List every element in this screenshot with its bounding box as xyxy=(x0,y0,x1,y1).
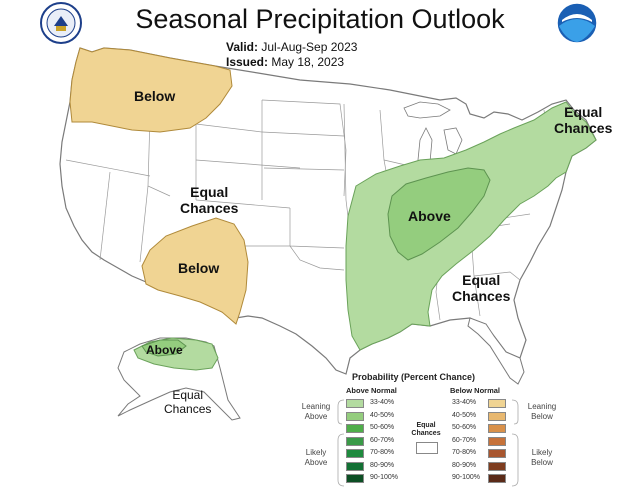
legend-above-swatch xyxy=(346,424,364,433)
legend-below-bin-label: 40-50% xyxy=(452,411,477,419)
legend-below-bin-label: 60-70% xyxy=(452,436,477,444)
legend: Probability (Percent Chance) Above Norma… xyxy=(296,372,566,492)
legend-below-swatch xyxy=(488,474,506,483)
legend-below-swatch xyxy=(488,424,506,433)
legend-above-swatch xyxy=(346,474,364,483)
legend-below-swatch xyxy=(488,436,506,446)
legend-below-bin-label: 33-40% xyxy=(452,399,477,406)
legend-below-swatch xyxy=(488,449,506,458)
legend-likely-above-line1: Likely xyxy=(305,448,327,457)
region-below-northwest xyxy=(69,47,233,133)
legend-equal-line1: Equal xyxy=(416,422,436,429)
legend-equal-swatch xyxy=(416,442,438,454)
legend-below-swatch xyxy=(488,411,506,421)
legend-above-row: 60-70% xyxy=(346,436,426,447)
label-west-chances: Chances xyxy=(180,200,239,216)
label-midwest-above: Above xyxy=(408,208,451,224)
legend-below-row: 60-70% xyxy=(452,436,532,447)
label-southeast-chances: Chances xyxy=(452,288,511,304)
valid-label: Valid: xyxy=(226,40,259,54)
legend-above-bin-label: 70-80% xyxy=(370,449,395,456)
label-alaska-equal: Equal xyxy=(172,388,204,402)
legend-likely-above-line2: Above xyxy=(304,458,328,467)
legend-leaning-above: Leaning Above xyxy=(296,402,336,422)
region-above-33-40 xyxy=(345,101,597,351)
legend-below-swatch xyxy=(488,461,506,471)
florida xyxy=(467,317,525,385)
legend-below-row: 70-80% xyxy=(452,448,532,459)
legend-leaning-above-line2: Above xyxy=(304,412,328,421)
department-of-commerce-seal xyxy=(40,2,82,44)
legend-leaning-below-line2: Below xyxy=(531,412,553,421)
legend-above-bin-label: 33-40% xyxy=(370,399,395,406)
label-west-equal: Equal xyxy=(190,184,229,200)
legend-below-bin-label: 90-100% xyxy=(452,474,481,481)
legend-above-row: 90-100% xyxy=(346,473,426,484)
legend-below-row: 80-90% xyxy=(452,461,532,472)
label-southeast-equal: Equal xyxy=(462,272,501,288)
region-above-alaska-40-50 xyxy=(141,339,187,357)
label-west-equal-chances: Equal Chances xyxy=(180,184,238,216)
label-northwest-below: Below xyxy=(134,88,176,104)
legend-above-swatch xyxy=(346,449,364,458)
legend-brackets xyxy=(337,399,519,487)
legend-likely-below-line2: Below xyxy=(531,458,553,467)
legend-above-swatch xyxy=(346,399,364,408)
legend-below-header: Below Normal xyxy=(450,386,501,395)
label-southeast-equal-chances: Equal Chances xyxy=(452,272,510,304)
legend-above-bin-label: 50-60% xyxy=(370,424,395,431)
legend-above-bin-label: 90-100% xyxy=(370,474,399,481)
noaa-logo xyxy=(556,2,598,44)
legend-above-row: 50-60% xyxy=(346,423,426,434)
legend-above-bin-label: 40-50% xyxy=(370,411,395,419)
legend-above-row: 80-90% xyxy=(346,461,426,472)
issued-label: Issued: xyxy=(226,55,269,69)
legend-above-row: 40-50% xyxy=(346,411,426,422)
valid-line: Valid: Jul-Aug-Sep 2023 xyxy=(226,40,357,54)
label-alaska-equal-chances: Equal Chances xyxy=(164,388,211,416)
legend-above-bin-label: 60-70% xyxy=(370,436,395,444)
legend-below-swatch xyxy=(488,399,506,408)
issued-line: Issued: May 18, 2023 xyxy=(226,55,344,69)
page-title: Seasonal Precipitation Outlook xyxy=(135,4,505,34)
legend-below-bin-label: 80-90% xyxy=(452,461,477,469)
legend-above-row: 33-40% xyxy=(346,398,426,409)
legend-equal-chances: Equal Chances xyxy=(406,422,446,438)
legend-above-row: 70-80% xyxy=(346,448,426,459)
region-below-southwest xyxy=(141,217,249,325)
legend-below-row: 50-60% xyxy=(452,423,532,434)
label-northeast-equal-chances: Equal Chances xyxy=(554,104,612,136)
legend-equal-line2: Chances xyxy=(411,430,441,437)
legend-leaning-below-line1: Leaning xyxy=(527,402,557,411)
label-alaska-chances: Chances xyxy=(164,402,212,416)
legend-below-row: 40-50% xyxy=(452,411,532,422)
legend-above-swatch xyxy=(346,461,364,471)
legend-leaning-below: Leaning Below xyxy=(520,402,564,422)
valid-value: Jul-Aug-Sep 2023 xyxy=(261,40,358,54)
legend-below-bin-label: 50-60% xyxy=(452,424,477,431)
legend-above-swatch xyxy=(346,411,364,421)
issued-value: May 18, 2023 xyxy=(271,55,345,69)
legend-below-row: 90-100% xyxy=(452,473,532,484)
label-southwest-below: Below xyxy=(178,260,220,276)
legend-above-bin-label: 80-90% xyxy=(370,461,395,469)
legend-likely-below: Likely Below xyxy=(520,448,564,468)
label-northeast-equal: Equal xyxy=(564,104,603,120)
legend-likely-below-line1: Likely xyxy=(531,448,553,457)
label-alaska-above: Above xyxy=(146,343,183,357)
legend-likely-above: Likely Above xyxy=(296,448,336,468)
region-above-40-50 xyxy=(387,167,491,261)
legend-leaning-above-line1: Leaning xyxy=(301,402,331,411)
legend-above-swatch xyxy=(346,436,364,446)
legend-title: Probability (Percent Chance) xyxy=(352,372,476,382)
legend-above-header: Above Normal xyxy=(346,386,397,395)
label-northeast-chances: Chances xyxy=(554,120,613,136)
legend-below-row: 33-40% xyxy=(452,398,532,409)
legend-below-bin-label: 70-80% xyxy=(452,449,477,456)
